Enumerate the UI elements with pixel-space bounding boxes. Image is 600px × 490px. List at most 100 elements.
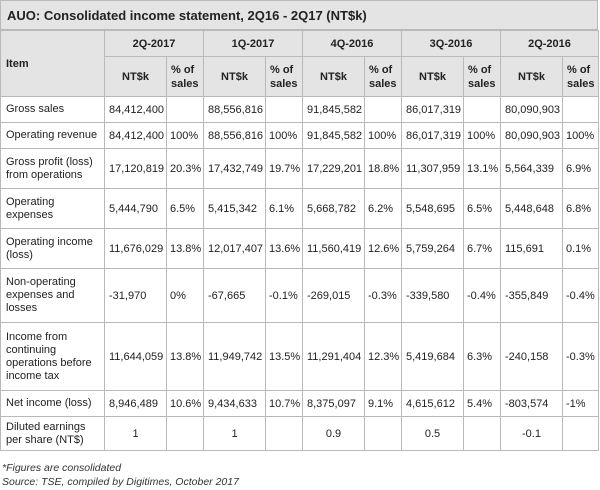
income-statement-table-container: AUO: Consolidated income statement, 2Q16…: [0, 0, 599, 451]
pct-cell: 20.3%: [166, 148, 204, 189]
table-row: Operating income (loss) 11,676,029 13.8% 12…: [0, 228, 599, 269]
pct-cell: 13.1%: [463, 148, 501, 189]
value-subheader: NT$k: [302, 56, 365, 97]
value-cell: 17,432,749: [203, 148, 266, 189]
value-cell: 86,017,319: [401, 96, 464, 123]
value-cell: 91,845,582: [302, 122, 365, 149]
value-cell: 0.9: [302, 416, 365, 451]
value-cell: -0.1: [500, 416, 563, 451]
value-cell: 5,419,684: [401, 322, 464, 391]
pct-cell: 10.7%: [265, 390, 303, 417]
value-cell: 115,691: [500, 228, 563, 269]
table-notes: *Figures are consolidated Source: TSE, c…: [2, 461, 239, 489]
pct-cell: 12.3%: [364, 322, 402, 391]
value-cell: 80,090,903: [500, 96, 563, 123]
value-cell: 9,434,633: [203, 390, 266, 417]
value-cell: 80,090,903: [500, 122, 563, 149]
pct-cell: 5.4%: [463, 390, 501, 417]
value-cell: 17,229,201: [302, 148, 365, 189]
period-header: 3Q-2016: [401, 30, 501, 57]
value-cell: 5,448,648: [500, 188, 563, 229]
table-row: Gross sales 84,412,400 88,556,816 91,845,58…: [0, 96, 599, 123]
pct-subheader: % of sales: [166, 56, 204, 97]
pct-cell: 13.8%: [166, 228, 204, 269]
pct-subheader: % of sales: [562, 56, 599, 97]
pct-cell: 100%: [463, 122, 501, 149]
pct-cell: -1%: [562, 390, 599, 417]
item-column-header: Item: [0, 30, 105, 97]
value-cell: -240,158: [500, 322, 563, 391]
row-label: Net income (loss): [0, 390, 105, 417]
value-cell: 86,017,319: [401, 122, 464, 149]
value-cell: 88,556,816: [203, 122, 266, 149]
pct-cell: 0.1%: [562, 228, 599, 269]
row-label: Operating income (loss): [0, 228, 105, 269]
value-subheader: NT$k: [500, 56, 563, 97]
table-row: Non-operating expenses and losses -31,970…: [0, 268, 599, 323]
pct-cell: [265, 96, 303, 123]
value-cell: 12,017,407: [203, 228, 266, 269]
period-header: 2Q-2016: [500, 30, 599, 57]
pct-cell: -0.4%: [562, 268, 599, 323]
value-cell: 91,845,582: [302, 96, 365, 123]
value-cell: -269,015: [302, 268, 365, 323]
pct-cell: [562, 96, 599, 123]
pct-cell: 13.6%: [265, 228, 303, 269]
pct-cell: 9.1%: [364, 390, 402, 417]
value-cell: 1: [104, 416, 167, 451]
value-cell: 11,644,059: [104, 322, 167, 391]
value-cell: 0.5: [401, 416, 464, 451]
consolidated-note: *Figures are consolidated: [2, 462, 122, 474]
row-label: Diluted earnings per share (NT$): [0, 416, 105, 451]
pct-cell: 100%: [265, 122, 303, 149]
pct-cell: [364, 416, 402, 451]
pct-cell: [562, 416, 599, 451]
pct-cell: [265, 416, 303, 451]
value-subheader: NT$k: [203, 56, 266, 97]
value-subheader: NT$k: [104, 56, 167, 97]
pct-cell: [166, 96, 204, 123]
value-cell: 88,556,816: [203, 96, 266, 123]
pct-cell: 0%: [166, 268, 204, 323]
table-row: Diluted earnings per share (NT$) 1 1 0.9 0.5…: [0, 416, 599, 451]
table-row: Net income (loss) 8,946,489 10.6% 9,434,633…: [0, 390, 599, 417]
source-note: Source: TSE, compiled by Digitimes, Octo…: [2, 476, 239, 488]
value-cell: -67,665: [203, 268, 266, 323]
period-header: 4Q-2016: [302, 30, 402, 57]
table-row: Gross profit (loss) from operations 17,12…: [0, 148, 599, 189]
pct-cell: 6.1%: [265, 188, 303, 229]
pct-cell: 100%: [364, 122, 402, 149]
pct-cell: 6.5%: [463, 188, 501, 229]
value-subheader: NT$k: [401, 56, 464, 97]
value-cell: 5,564,339: [500, 148, 563, 189]
value-cell: 5,415,342: [203, 188, 266, 229]
pct-cell: 6.2%: [364, 188, 402, 229]
pct-subheader: % of sales: [265, 56, 303, 97]
period-header: 2Q-2017: [104, 30, 204, 57]
value-cell: -355,849: [500, 268, 563, 323]
pct-cell: [463, 416, 501, 451]
pct-cell: 6.7%: [463, 228, 501, 269]
table-title: AUO: Consolidated income statement, 2Q16…: [0, 0, 598, 30]
pct-cell: 6.9%: [562, 148, 599, 189]
value-cell: 11,676,029: [104, 228, 167, 269]
pct-subheader: % of sales: [364, 56, 402, 97]
value-cell: 1: [203, 416, 266, 451]
value-cell: -339,580: [401, 268, 464, 323]
row-label: Gross sales: [0, 96, 105, 123]
pct-cell: 6.5%: [166, 188, 204, 229]
value-cell: 5,668,782: [302, 188, 365, 229]
pct-cell: 6.3%: [463, 322, 501, 391]
value-cell: 8,375,097: [302, 390, 365, 417]
pct-cell: [463, 96, 501, 123]
value-cell: 4,615,612: [401, 390, 464, 417]
row-label: Operating expenses: [0, 188, 105, 229]
table-row: Operating revenue 84,412,400 100% 88,556,81…: [0, 122, 599, 149]
pct-cell: 13.5%: [265, 322, 303, 391]
period-header: 1Q-2017: [203, 30, 303, 57]
value-cell: 11,560,419: [302, 228, 365, 269]
table-body: Gross sales 84,412,400 88,556,816 91,845,58…: [0, 96, 599, 451]
value-cell: 5,759,264: [401, 228, 464, 269]
pct-subheader: % of sales: [463, 56, 501, 97]
value-cell: 11,307,959: [401, 148, 464, 189]
